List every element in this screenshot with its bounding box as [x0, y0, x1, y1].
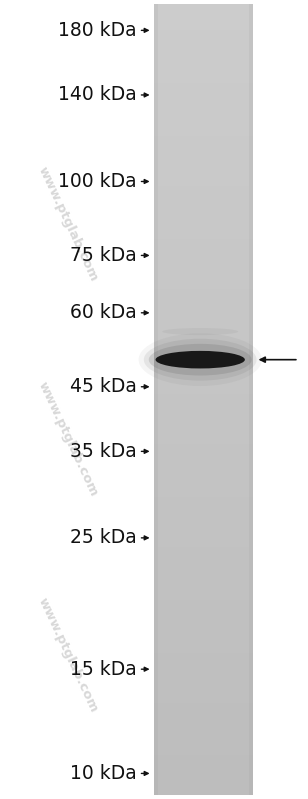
Ellipse shape: [149, 344, 252, 376]
Ellipse shape: [144, 339, 257, 380]
Text: 180 kDa: 180 kDa: [59, 21, 137, 40]
Text: 25 kDa: 25 kDa: [70, 528, 137, 547]
Text: 140 kDa: 140 kDa: [58, 85, 137, 105]
Text: www.ptglab.com: www.ptglab.com: [35, 164, 100, 284]
Ellipse shape: [162, 328, 238, 335]
Text: 10 kDa: 10 kDa: [70, 764, 137, 783]
Text: 60 kDa: 60 kDa: [70, 304, 137, 322]
Text: 35 kDa: 35 kDa: [70, 442, 137, 461]
Ellipse shape: [156, 351, 245, 368]
Text: www.ptglab.com: www.ptglab.com: [35, 380, 100, 499]
Text: 100 kDa: 100 kDa: [59, 172, 137, 191]
Text: 15 kDa: 15 kDa: [70, 660, 137, 678]
Text: 75 kDa: 75 kDa: [70, 246, 137, 265]
Ellipse shape: [139, 333, 262, 386]
Text: 45 kDa: 45 kDa: [70, 377, 137, 396]
Text: www.ptglab.com: www.ptglab.com: [35, 595, 100, 715]
